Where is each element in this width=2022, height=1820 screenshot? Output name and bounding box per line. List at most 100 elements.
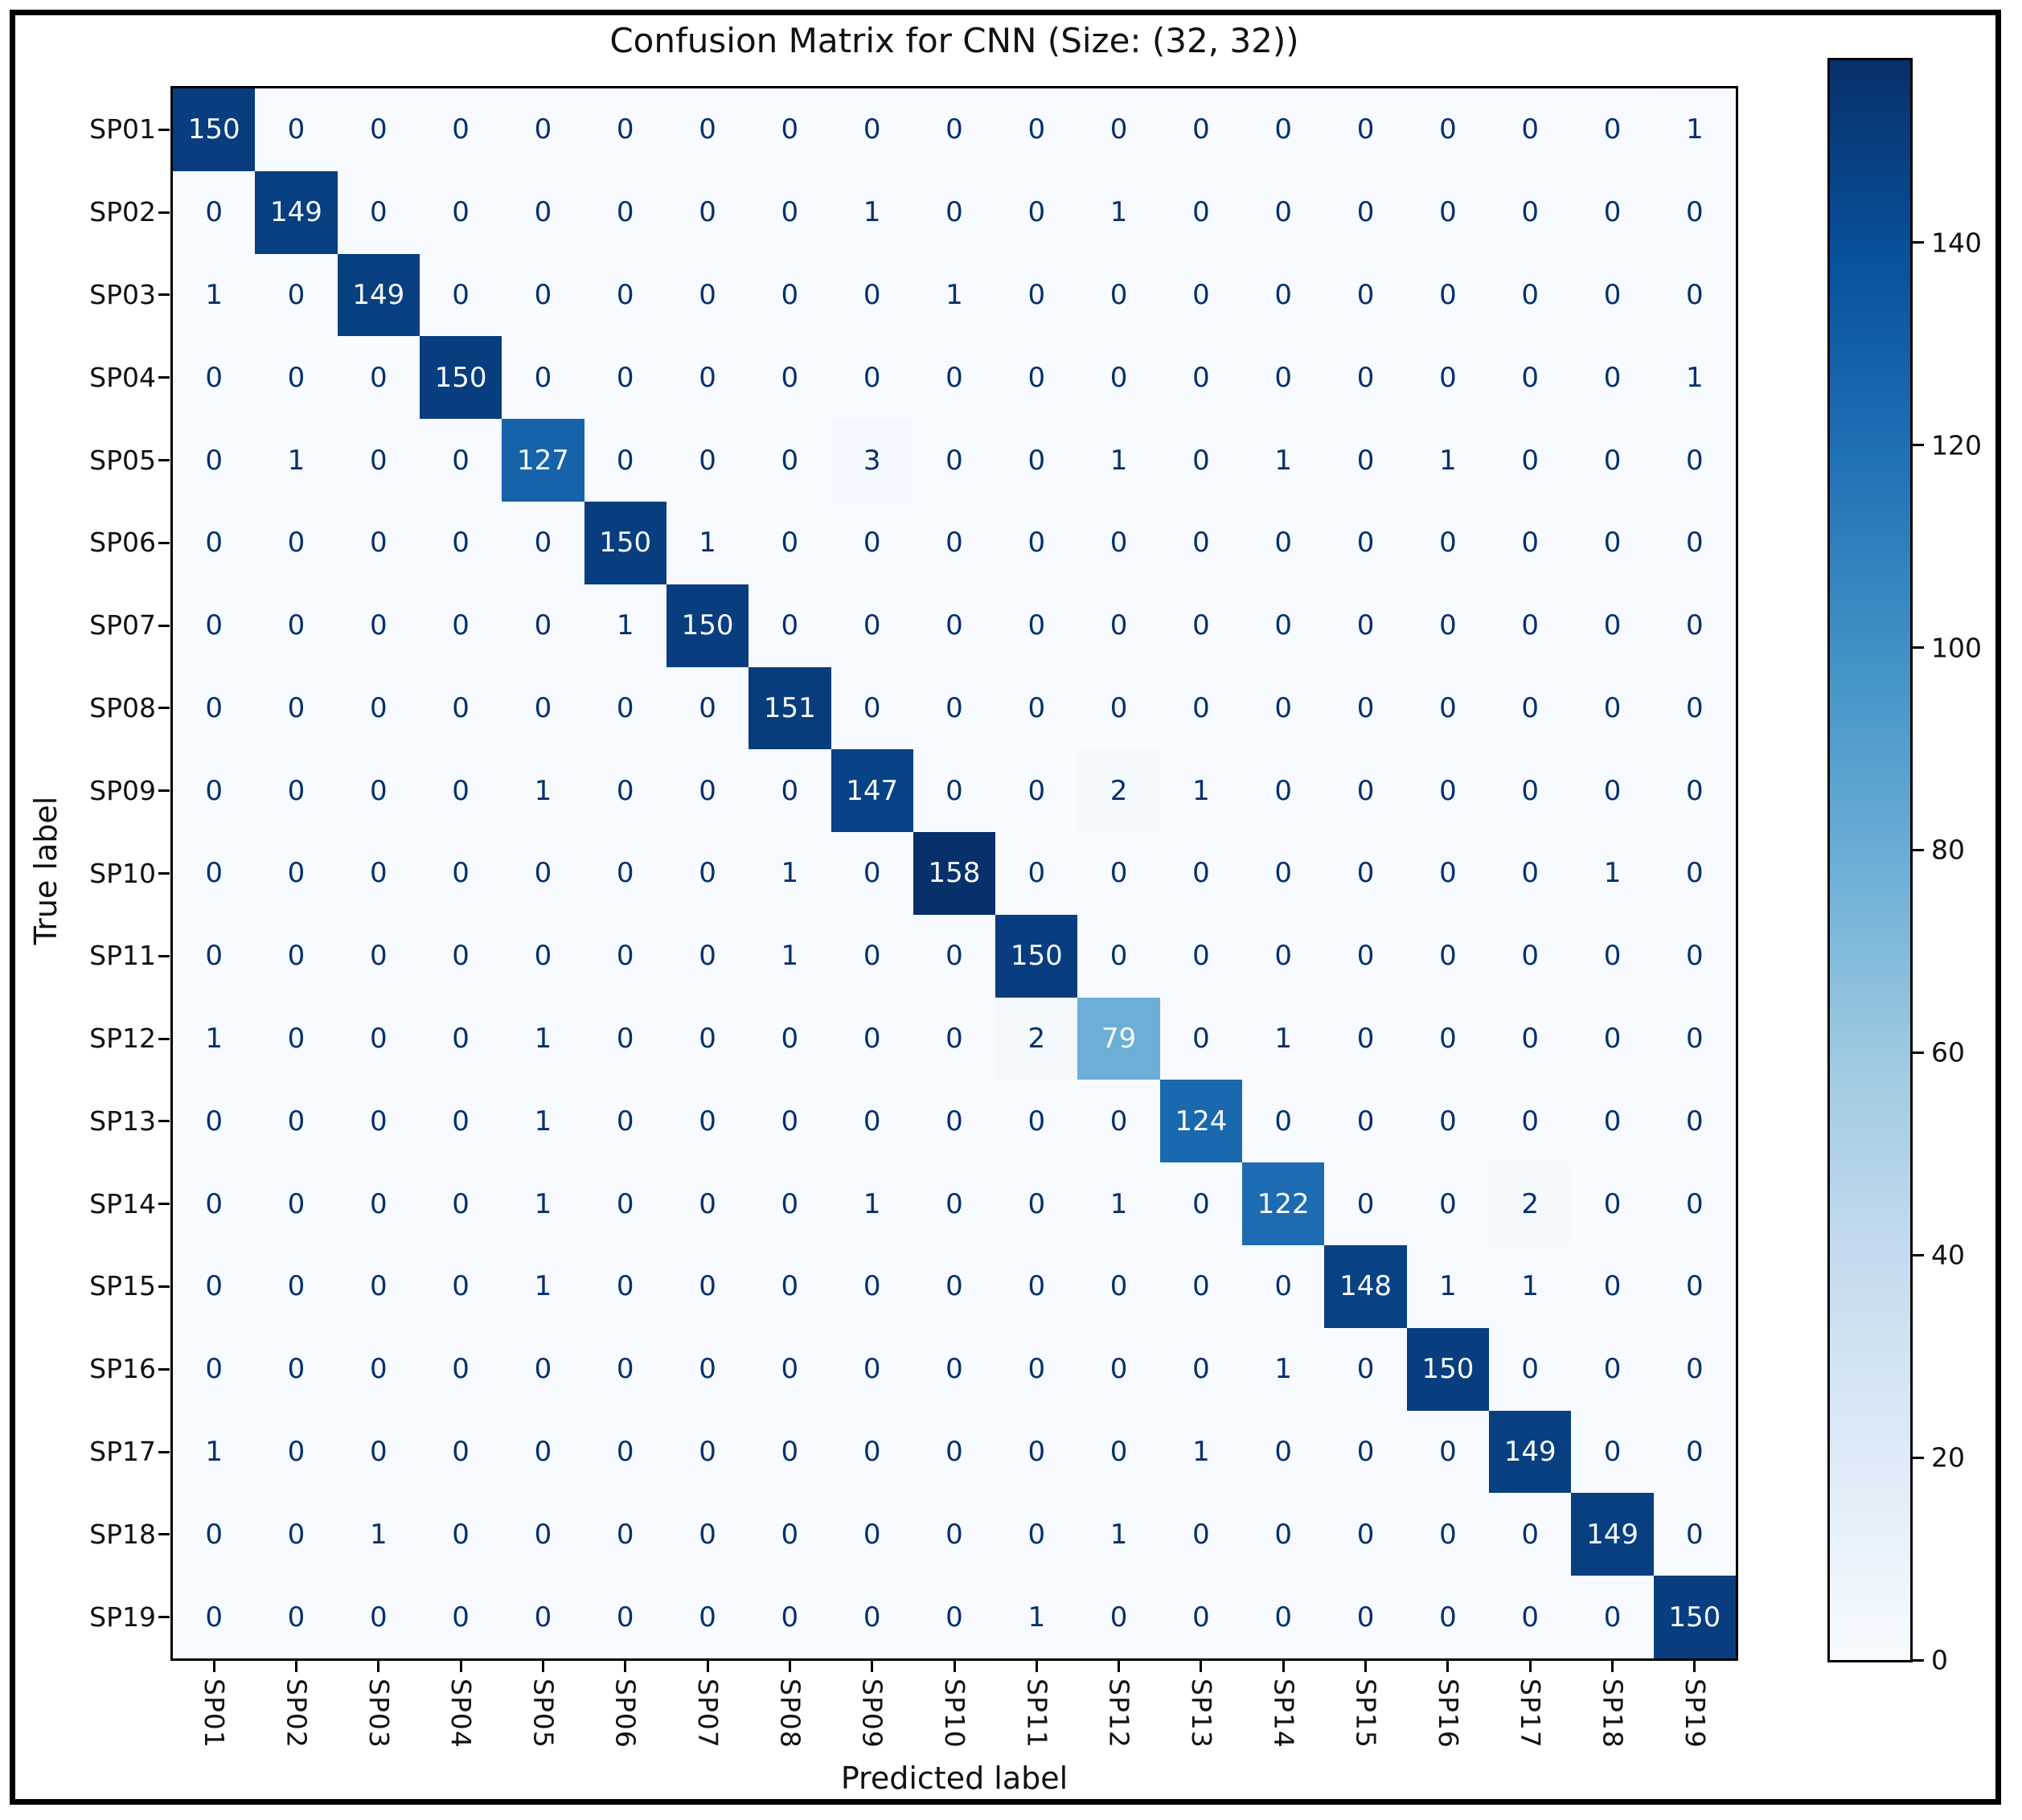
matrix-cell: 0 <box>666 419 749 502</box>
matrix-cell: 1 <box>1159 749 1243 833</box>
x-tick-label: SP18 <box>1597 1679 1629 1748</box>
matrix-cell: 0 <box>749 749 831 833</box>
matrix-cell: 0 <box>1653 666 1736 750</box>
matrix-cell: 0 <box>502 170 584 254</box>
matrix-cell: 158 <box>913 832 996 915</box>
matrix-cell: 0 <box>502 832 584 915</box>
colorbar-tick-label: 100 <box>1931 632 1982 663</box>
x-tick-label: SP17 <box>1515 1679 1547 1748</box>
x-tick-mark <box>1611 1661 1614 1672</box>
matrix-cell: 0 <box>419 997 502 1080</box>
matrix-cell: 0 <box>337 1327 420 1411</box>
matrix-cell: 0 <box>1489 1493 1572 1576</box>
matrix-cell: 0 <box>1571 1576 1654 1658</box>
x-tick-mark <box>953 1661 956 1672</box>
matrix-cell: 0 <box>1406 914 1490 998</box>
x-tick-label: SP01 <box>199 1679 231 1748</box>
matrix-cell: 0 <box>1406 584 1490 667</box>
matrix-cell: 0 <box>1489 88 1572 171</box>
x-tick-label: SP03 <box>363 1679 395 1748</box>
matrix-cell: 0 <box>1159 336 1243 420</box>
matrix-cell: 0 <box>1571 88 1654 171</box>
matrix-cell: 127 <box>502 419 584 502</box>
matrix-cell: 0 <box>1406 749 1490 833</box>
matrix-cell: 0 <box>173 584 256 667</box>
x-tick-mark <box>212 1661 215 1672</box>
matrix-cell: 0 <box>337 170 420 254</box>
x-tick-mark <box>459 1661 462 1672</box>
colorbar-tick-mark <box>1913 1051 1924 1054</box>
matrix-cell: 0 <box>666 666 749 750</box>
matrix-cell: 0 <box>1077 336 1160 420</box>
matrix-cell: 0 <box>255 1245 338 1328</box>
y-tick-mark <box>158 1285 170 1288</box>
matrix-cell: 1 <box>1077 1493 1160 1576</box>
matrix-cell: 0 <box>1242 253 1325 337</box>
colorbar-tick-mark <box>1913 848 1924 851</box>
matrix-cell: 1 <box>1653 88 1736 171</box>
matrix-cell: 0 <box>1324 253 1407 337</box>
matrix-cell: 0 <box>1406 1493 1490 1576</box>
matrix-cell: 0 <box>1324 336 1407 420</box>
matrix-cell: 0 <box>255 584 338 667</box>
matrix-cell: 0 <box>1571 1080 1654 1163</box>
matrix-cell: 0 <box>913 997 996 1080</box>
y-tick-mark <box>158 872 170 875</box>
matrix-cell: 0 <box>1406 997 1490 1080</box>
matrix-cell: 0 <box>749 1576 831 1658</box>
matrix-cell: 0 <box>419 749 502 833</box>
matrix-cell: 1 <box>995 1576 1078 1658</box>
matrix-cell: 0 <box>1489 1576 1572 1658</box>
matrix-cell: 0 <box>1159 1493 1243 1576</box>
matrix-cell: 0 <box>831 997 913 1080</box>
matrix-cell: 0 <box>666 1493 749 1576</box>
matrix-cell: 0 <box>995 1080 1078 1163</box>
matrix-cell: 0 <box>584 1162 666 1246</box>
matrix-cell: 0 <box>913 88 996 171</box>
matrix-cell: 0 <box>1489 997 1572 1080</box>
x-tick-mark <box>706 1661 709 1672</box>
y-tick-mark <box>158 624 170 627</box>
matrix-cell: 0 <box>337 832 420 915</box>
matrix-cell: 1 <box>173 1410 256 1494</box>
y-tick-label: SP10 <box>89 857 156 889</box>
matrix-cell: 0 <box>1406 88 1490 171</box>
matrix-cell: 0 <box>1653 1493 1736 1576</box>
matrix-cell: 0 <box>1324 419 1407 502</box>
matrix-cell: 0 <box>584 997 666 1080</box>
y-tick-label: SP04 <box>89 361 156 393</box>
matrix-cell: 0 <box>1242 914 1325 998</box>
matrix-cell: 0 <box>255 1327 338 1411</box>
matrix-cell: 0 <box>1159 170 1243 254</box>
matrix-cell: 0 <box>1242 749 1325 833</box>
matrix-cell: 0 <box>749 1327 831 1411</box>
x-tick-label: SP14 <box>1268 1679 1300 1748</box>
matrix-cell: 0 <box>1571 170 1654 254</box>
matrix-cell: 0 <box>1489 419 1572 502</box>
matrix-cell: 0 <box>831 1080 913 1163</box>
matrix-cell: 0 <box>1324 1493 1407 1576</box>
colorbar-tick-mark <box>1913 1253 1924 1256</box>
matrix-cell: 0 <box>337 666 420 750</box>
matrix-cell: 0 <box>1159 1162 1243 1246</box>
matrix-cell: 1 <box>831 1162 913 1246</box>
matrix-cell: 0 <box>995 336 1078 420</box>
matrix-cell: 0 <box>1489 832 1572 915</box>
colorbar-tick-mark <box>1913 1658 1924 1662</box>
matrix-cell: 0 <box>1406 1410 1490 1494</box>
matrix-cell: 0 <box>502 253 584 337</box>
matrix-cell: 0 <box>666 1245 749 1328</box>
matrix-cell: 0 <box>749 1410 831 1494</box>
matrix-cell: 150 <box>584 501 666 584</box>
matrix-cell: 0 <box>173 666 256 750</box>
matrix-cell: 0 <box>502 1493 584 1576</box>
matrix-cell: 0 <box>419 1245 502 1328</box>
y-tick-label: SP02 <box>89 196 156 228</box>
matrix-cell: 0 <box>1571 1410 1654 1494</box>
x-tick-mark <box>1200 1661 1203 1672</box>
matrix-cell: 0 <box>255 501 338 584</box>
matrix-cell: 122 <box>1242 1162 1325 1246</box>
matrix-cell: 0 <box>1324 1327 1407 1411</box>
x-tick-label: SP06 <box>609 1679 642 1748</box>
